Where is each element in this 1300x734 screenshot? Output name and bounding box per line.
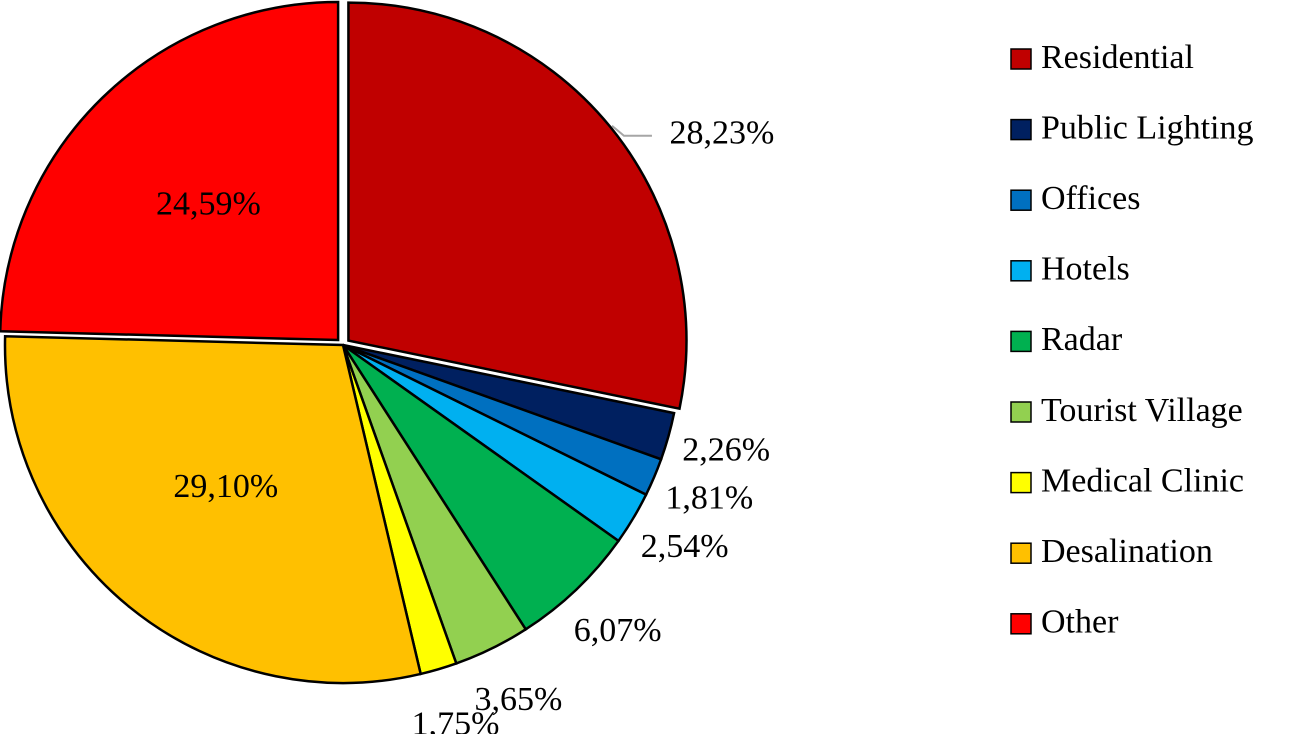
legend-label: Hotels [1041, 251, 1130, 288]
pie-slice [347, 1, 688, 411]
legend-label: Offices [1041, 180, 1140, 217]
data-label: 1,75% [412, 706, 500, 734]
legend-swatch [1010, 330, 1032, 353]
pie-slice [0, 0, 340, 342]
legend-swatch [1010, 118, 1032, 141]
legend-swatch [1010, 613, 1032, 635]
legend-label: Public Lighting [1041, 109, 1254, 146]
data-label: 24,59% [156, 186, 261, 223]
data-label: 2,26% [682, 431, 770, 468]
legend-swatch [1010, 260, 1032, 282]
pie-slice [3, 335, 423, 685]
legend-label: Other [1041, 604, 1119, 641]
data-label: 29,10% [173, 468, 278, 505]
data-label: 2,54% [641, 528, 729, 565]
legend-label: Desalination [1041, 533, 1213, 570]
legend-swatch [1010, 48, 1032, 70]
data-label: 1,81% [665, 479, 753, 516]
legend-label: Medical Clinic [1041, 462, 1244, 499]
pie-slice [341, 343, 621, 632]
legend-swatch [1010, 542, 1032, 564]
data-label: 28,23% [670, 115, 775, 152]
leader-line [611, 124, 652, 137]
legend-label: Tourist Village [1041, 392, 1243, 429]
legend-label: Radar [1041, 321, 1123, 358]
legend-label: Residential [1041, 39, 1194, 76]
legend-swatch [1010, 401, 1032, 423]
legend-swatch [1010, 189, 1032, 211]
data-label: 6,07% [574, 612, 662, 649]
legend-swatch [1010, 471, 1032, 494]
data-label: 3,65% [475, 681, 563, 718]
